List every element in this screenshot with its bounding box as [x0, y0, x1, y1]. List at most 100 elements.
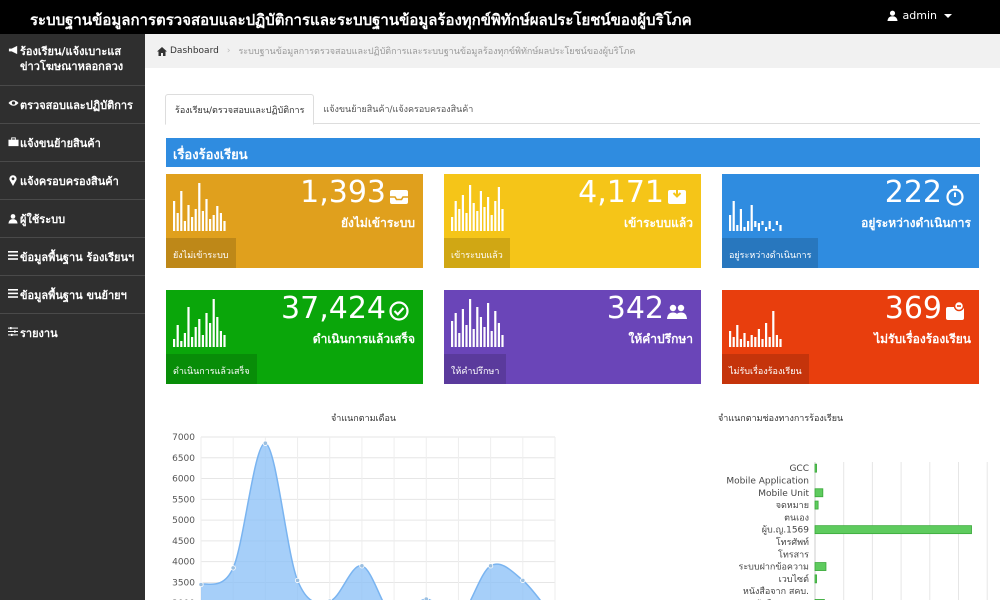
- data-point[interactable]: [488, 563, 494, 569]
- sparkline-bar: [761, 339, 764, 347]
- data-point[interactable]: [230, 565, 236, 571]
- sparkline-bar: [219, 331, 222, 347]
- sidebar-item-complaint-basedata[interactable]: ข้อมูลพื้นฐาน ร้องเรียนฯ: [0, 238, 145, 276]
- stat-card-in-progress[interactable]: 222 อยู่ระหว่างดำเนินการ อยู่ระหว่างดำเน…: [722, 174, 979, 268]
- sparkline-bar: [191, 337, 194, 347]
- sparkline-bar: [194, 209, 197, 231]
- sparkline-bar: [187, 307, 190, 347]
- inbox-download-icon: [668, 187, 686, 204]
- sidebar-item-label-line1: ร้องเรียน/แจ้งเบาะแส: [20, 45, 122, 58]
- sidebar-item-label: ข้อมูลพื้นฐาน ร้องเรียนฯ: [20, 251, 135, 264]
- data-point[interactable]: [262, 440, 268, 446]
- megaphone-icon: [6, 44, 20, 55]
- sparkline-bar: [201, 211, 204, 231]
- sparkline-bar: [201, 335, 204, 347]
- sparkline-bar: [472, 203, 475, 231]
- sparkline-bar: [219, 213, 222, 231]
- sparkline-bar: [198, 319, 201, 347]
- sidebar-item-possession[interactable]: แจ้งครอบครองสินค้า: [0, 162, 145, 200]
- data-point[interactable]: [520, 577, 526, 583]
- section-title: เรื่องร้องเรียน: [166, 138, 980, 167]
- sparkline-bar: [739, 209, 742, 231]
- sparkline-bar: [176, 213, 179, 231]
- sidebar-item-label: ร้องเรียน/แจ้งเบาะแส ข่าวโฆษณาหลอกลวง: [20, 44, 123, 74]
- tab-bar: ร้องเรียน/ตรวจสอบและปฏิบัติการ แจ้งขนย้า…: [165, 94, 980, 125]
- stat-card-rejected[interactable]: 369 ไม่รับเรื่องร้องเรียน ไม่รับเรื่องร้…: [722, 290, 979, 384]
- stat-value: 37,424: [281, 291, 386, 326]
- sparkline-bar: [743, 333, 746, 347]
- sparkline-bar: [736, 225, 739, 231]
- breadcrumb-separator: ›: [226, 46, 231, 56]
- sidebar-item-users[interactable]: ผู้ใช้ระบบ: [0, 200, 145, 238]
- sidebar-item-inspection[interactable]: ตรวจสอบและปฏิบัติการ: [0, 86, 145, 124]
- sparkline-bar: [497, 187, 500, 231]
- data-point[interactable]: [423, 596, 429, 600]
- sparkline-bar: [772, 311, 775, 347]
- user-icon: [6, 212, 20, 224]
- y-tick-label: 5000: [172, 516, 195, 526]
- data-point[interactable]: [198, 581, 204, 588]
- stat-value: 1,393: [300, 175, 386, 210]
- sparkline-bar: [454, 201, 457, 231]
- category-label: ตนเอง: [784, 513, 809, 523]
- bar[interactable]: [814, 463, 817, 473]
- top-navbar: ระบบฐานข้อมูลการตรวจสอบและปฏิบัติการและร…: [0, 0, 1000, 34]
- list-icon: [6, 250, 20, 260]
- sparkline-bar: [476, 211, 479, 231]
- bar[interactable]: [814, 488, 824, 498]
- sparkline-bar: [183, 333, 186, 347]
- sparkline-bar: [205, 199, 208, 231]
- sparkline-bar: [494, 201, 497, 231]
- sparkline-bar: [772, 229, 775, 231]
- list-icon: [6, 288, 20, 298]
- sparkline-bar: [747, 341, 750, 347]
- sparkline-bar: [761, 221, 764, 225]
- users-icon: [667, 304, 687, 319]
- category-label: หนังสือจาก อย.: [749, 598, 809, 600]
- bar[interactable]: [814, 525, 972, 535]
- user-menu[interactable]: admin: [886, 9, 952, 22]
- breadcrumb-home[interactable]: Dashboard: [157, 46, 219, 56]
- y-tick-label: 6000: [172, 475, 195, 485]
- sparkline-bar: [775, 221, 778, 225]
- bar[interactable]: [814, 500, 819, 510]
- sparkline-bar: [494, 311, 497, 347]
- sidebar-item-label: ผู้ใช้ระบบ: [20, 213, 66, 226]
- bar[interactable]: [814, 562, 827, 571]
- stat-label: ยังไม่เข้าระบบ: [340, 216, 415, 230]
- sparkline-bar: [490, 331, 493, 347]
- app-title: ระบบฐานข้อมูลการตรวจสอบและปฏิบัติการและร…: [30, 11, 692, 29]
- check-circle-icon: [389, 301, 409, 321]
- stat-footer: ไม่รับเรื่องร้องเรียน: [722, 354, 809, 384]
- data-point[interactable]: [359, 563, 365, 569]
- sparkline-bar: [483, 327, 486, 347]
- data-point[interactable]: [294, 577, 301, 583]
- briefcase-icon: [6, 136, 20, 147]
- tab-transport-possession[interactable]: แจ้งขนย้ายสินค้า/แจ้งครอบครองสินค้า: [323, 105, 474, 115]
- sparkline-bar: [216, 206, 219, 231]
- monthly-chart-title: จำแนกตามเดือน: [331, 414, 397, 424]
- bar[interactable]: [814, 574, 817, 584]
- sidebar-item-transport[interactable]: แจ้งขนย้ายสินค้า: [0, 124, 145, 162]
- sparkline-bar: [205, 313, 208, 347]
- stat-card-completed[interactable]: 37,424 ดำเนินการแล้วเสร็จ ดำเนินการแล้วเ…: [166, 290, 423, 384]
- eye-icon: [6, 98, 20, 107]
- sidebar-item-complaints[interactable]: ร้องเรียน/แจ้งเบาะแส ข่าวโฆษณาหลอกลวง: [0, 34, 145, 86]
- stat-label: ให้คำปรึกษา: [628, 332, 693, 346]
- sidebar-item-transport-basedata[interactable]: ข้อมูลพื้นฐาน ขนย้ายฯ: [0, 276, 145, 314]
- stat-card-not-entered[interactable]: 1,393 ยังไม่เข้าระบบ ยังไม่เข้าระบบ: [166, 174, 423, 268]
- sparkline-bar: [479, 317, 482, 347]
- sparkline-bar: [209, 219, 212, 231]
- sparkline-bar: [187, 205, 190, 231]
- sparkline-bar: [747, 221, 750, 231]
- tab-complaints-inspection[interactable]: ร้องเรียน/ตรวจสอบและปฏิบัติการ: [165, 94, 315, 125]
- stat-card-consult[interactable]: 342 ให้คำปรึกษา ให้คำปรึกษา: [444, 290, 701, 384]
- sparkline-bar: [458, 333, 461, 347]
- stat-card-entered[interactable]: 4,171 เข้าระบบแล้ว เข้าระบบแล้ว: [444, 174, 701, 268]
- area-series: [201, 443, 541, 600]
- home-icon: [157, 46, 167, 56]
- sidebar-item-reports[interactable]: รายงาน: [0, 314, 145, 352]
- y-tick-label: 4000: [172, 558, 195, 568]
- sparkline-bar: [729, 331, 732, 347]
- sparkline-bar: [768, 221, 771, 229]
